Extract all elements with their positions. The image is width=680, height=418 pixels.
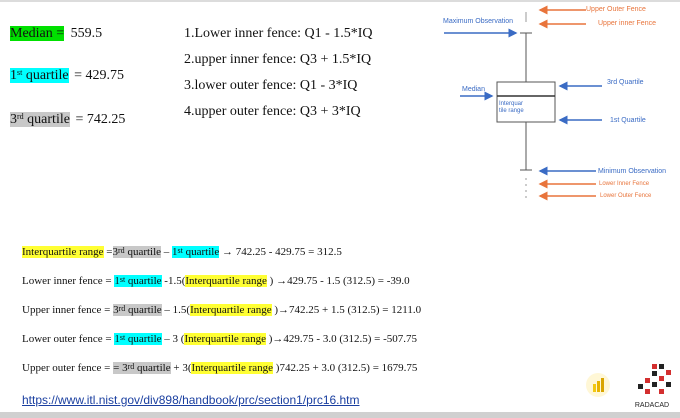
q3-stat: 3rd quartile = 742.25 (10, 112, 125, 128)
q3-label: 3rd quartile (10, 112, 70, 127)
lof-q1: 1st quartile (114, 333, 162, 345)
maximum-observation-label: Maximum Observation (443, 18, 514, 25)
q1-label: 1st quartile (10, 68, 69, 83)
median-stat: Median = 559.5 (10, 26, 102, 42)
bottom-border (0, 412, 680, 418)
minimum-observation-label: Minimum Observation (598, 168, 667, 175)
first-quartile-label: 1st Quartile (610, 117, 646, 124)
q3-value: = 742.25 (75, 112, 126, 127)
iqr-box (496, 81, 556, 123)
uof-q3: = 3rd quartile (113, 362, 171, 374)
iqr-q3: 3rd quartile (112, 246, 162, 258)
top-border (0, 0, 680, 2)
upper-outer-fence-calculation: Upper outer fence = = 3rd quartile + 3(I… (22, 362, 418, 374)
lower-inner-fence-label: Lower Inner Fence (599, 181, 650, 187)
radacad-logo: RADACAD (628, 362, 676, 409)
powerbi-icon (593, 378, 604, 392)
lower-inner-fence-calculation: Lower inner fence = 1st quartile -1.5(In… (22, 275, 410, 287)
radacad-wordmark: RADACAD (634, 402, 670, 409)
interquartile-range-label: Interquar tile range (499, 101, 524, 114)
uif-q3: 3rd quartile (113, 304, 162, 316)
reference-link[interactable]: https://www.itl.nist.gov/div898/handbook… (22, 393, 360, 407)
q1-stat: 1st quartile = 429.75 (10, 68, 124, 84)
median-label: Median = (10, 26, 65, 41)
fence-formula-4: 4.upper outer fence: Q3 + 3*IQ (184, 104, 361, 119)
boxplot-diagram (444, 5, 602, 201)
upper-inner-fence-label: Upper inner Fence (598, 20, 656, 27)
lof-iqr: Interquartile range (184, 333, 266, 345)
median-value: 559.5 (70, 26, 103, 41)
lower-outer-fence-calculation: Lower outer fence = 1st quartile – 3 (In… (22, 333, 418, 345)
uif-iqr: Interquartile range (190, 304, 272, 316)
q1-value: = 429.75 (74, 68, 125, 83)
radacad-mark-icon (638, 364, 671, 394)
lif-q1: 1st quartile (114, 275, 162, 287)
reference-link-container: https://www.itl.nist.gov/div898/handbook… (22, 391, 360, 409)
iqr-label: Interquartile range (22, 246, 104, 258)
median-diagram-label: Median (462, 86, 485, 93)
lif-iqr: Interquartile range (185, 275, 267, 287)
third-quartile-label: 3rd Quartile (607, 79, 644, 86)
upper-outer-fence-label: Upper Outer Fence (586, 6, 646, 13)
upper-inner-fence-calculation: Upper inner fence = 3rd quartile – 1.5(I… (22, 304, 422, 316)
fence-formula-1: 1.Lower inner fence: Q1 - 1.5*IQ (184, 26, 373, 41)
iqr-q1: 1st quartile (172, 246, 220, 258)
fence-formula-3: 3.lower outer fence: Q1 - 3*IQ (184, 78, 358, 93)
uof-iqr: Interquartile range (191, 362, 274, 374)
iqr-calculation: Interquartile range =3rd quartile – 1st … (22, 246, 342, 258)
powerbi-logo (586, 373, 610, 397)
lower-outer-fence-label: Lower Outer Fence (600, 193, 652, 199)
fence-formula-2: 2.upper inner fence: Q3 + 1.5*IQ (184, 52, 372, 67)
